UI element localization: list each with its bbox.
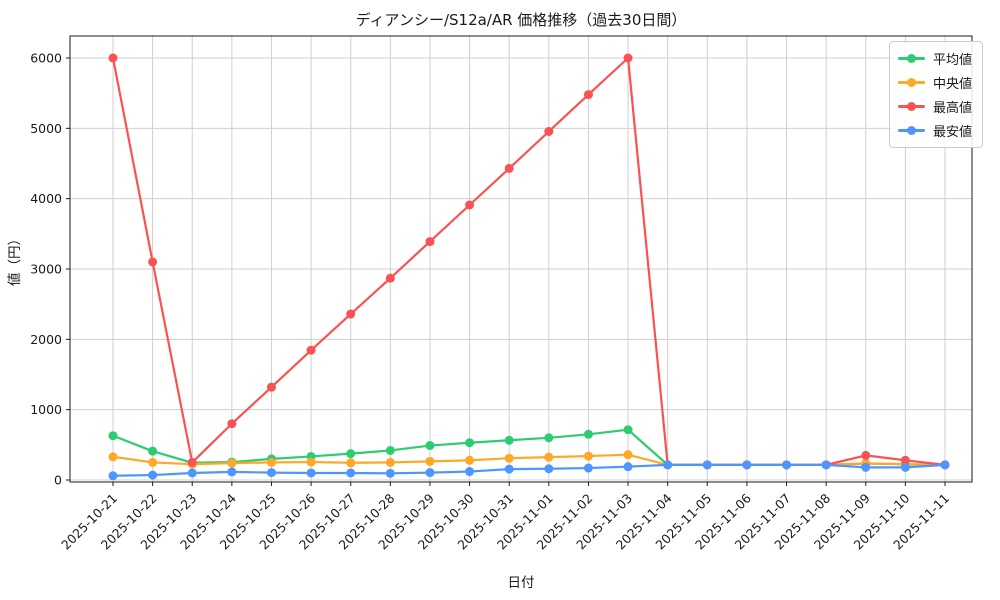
data-point-min — [108, 471, 118, 481]
data-point-min — [227, 467, 237, 477]
legend-item-median: 中央値 — [897, 73, 972, 92]
data-point-average — [465, 438, 475, 448]
data-point-average — [623, 425, 633, 435]
data-point-max — [266, 382, 276, 392]
data-point-average — [583, 429, 593, 439]
y-tick-label: 4000 — [30, 191, 62, 206]
data-point-average — [385, 445, 395, 455]
series-line-min — [111, 463, 947, 477]
legend-item-min: 最安値 — [897, 121, 972, 140]
data-point-median — [504, 453, 514, 463]
data-point-min — [861, 462, 871, 472]
data-point-median — [306, 457, 316, 467]
series-markers-min — [108, 460, 950, 481]
data-point-min — [385, 468, 395, 478]
legend-label-min: 最安値 — [932, 125, 972, 140]
series-line-average — [111, 428, 947, 466]
legend: 平均値中央値最高値最安値 — [888, 41, 983, 148]
data-point-min — [821, 460, 831, 470]
data-point-min — [702, 460, 712, 470]
legend-item-max: 最高値 — [897, 97, 972, 116]
y-axis-label: 値（円） — [7, 232, 23, 286]
data-point-max — [148, 257, 158, 267]
data-point-min — [544, 464, 554, 474]
data-point-average — [544, 433, 554, 443]
plot-frame — [69, 35, 973, 483]
legend-label-average: 平均値 — [932, 53, 972, 68]
data-point-average — [504, 435, 514, 445]
data-point-median — [148, 457, 158, 467]
data-point-max — [108, 53, 118, 63]
y-tick-label: 2000 — [30, 332, 62, 347]
y-tick-label: 5000 — [30, 121, 62, 136]
data-point-min — [623, 462, 633, 472]
y-tick-label: 0 — [54, 473, 62, 488]
data-point-min — [465, 467, 475, 477]
data-point-average — [425, 441, 435, 451]
y-tick-label: 1000 — [30, 402, 62, 417]
data-point-median — [623, 450, 633, 460]
chart-title: ディアンシー/S12a/AR 価格推移（過去30日間） — [356, 11, 687, 29]
series-layer — [108, 53, 950, 481]
data-point-max — [861, 450, 871, 460]
grid-lines — [70, 36, 972, 482]
data-point-min — [425, 468, 435, 478]
legend-label-median: 中央値 — [932, 77, 972, 92]
data-point-min — [306, 468, 316, 478]
data-point-average — [346, 449, 356, 459]
data-point-min — [187, 468, 197, 478]
data-point-median — [544, 452, 554, 462]
data-point-max — [623, 53, 633, 63]
legend-swatch-median — [897, 78, 925, 88]
series-line-median — [111, 453, 947, 466]
data-point-min — [742, 460, 752, 470]
data-point-median — [583, 451, 593, 461]
legend-swatch-max — [897, 102, 925, 112]
legend-swatch-min — [897, 126, 925, 136]
data-point-median — [346, 458, 356, 468]
series-markers-max — [108, 53, 950, 470]
data-point-median — [108, 452, 118, 462]
data-point-max — [187, 457, 197, 467]
data-point-median — [425, 456, 435, 466]
y-tick-label: 6000 — [30, 51, 62, 66]
legend-label-max: 最高値 — [932, 101, 972, 116]
data-point-median — [266, 457, 276, 467]
data-point-min — [940, 460, 950, 470]
data-point-max — [900, 455, 910, 465]
data-point-max — [306, 345, 316, 355]
data-point-max — [385, 273, 395, 283]
data-point-median — [227, 458, 237, 468]
data-point-max — [544, 126, 554, 136]
legend-swatch-average — [897, 54, 925, 64]
data-point-max — [346, 309, 356, 319]
y-tick-label: 3000 — [30, 262, 62, 277]
data-point-average — [108, 431, 118, 441]
data-point-average — [148, 446, 158, 456]
x-axis-label: 日付 — [508, 575, 535, 591]
data-point-min — [583, 463, 593, 473]
data-point-max — [465, 200, 475, 210]
data-point-max — [425, 237, 435, 247]
data-point-max — [227, 419, 237, 429]
data-point-min — [346, 468, 356, 478]
data-point-min — [663, 460, 673, 470]
data-point-max — [583, 90, 593, 100]
data-point-min — [504, 464, 514, 474]
data-point-min — [148, 470, 158, 480]
data-point-min — [266, 468, 276, 478]
tick-labels: 2025-10-212025-10-222025-10-232025-10-24… — [30, 51, 952, 553]
data-point-min — [900, 462, 910, 472]
axis-ticks — [66, 57, 946, 486]
data-point-min — [782, 460, 792, 470]
series-line-max — [111, 56, 947, 466]
legend-item-average: 平均値 — [897, 49, 972, 68]
data-point-max — [504, 163, 514, 173]
data-point-median — [465, 455, 475, 465]
data-point-median — [385, 457, 395, 467]
